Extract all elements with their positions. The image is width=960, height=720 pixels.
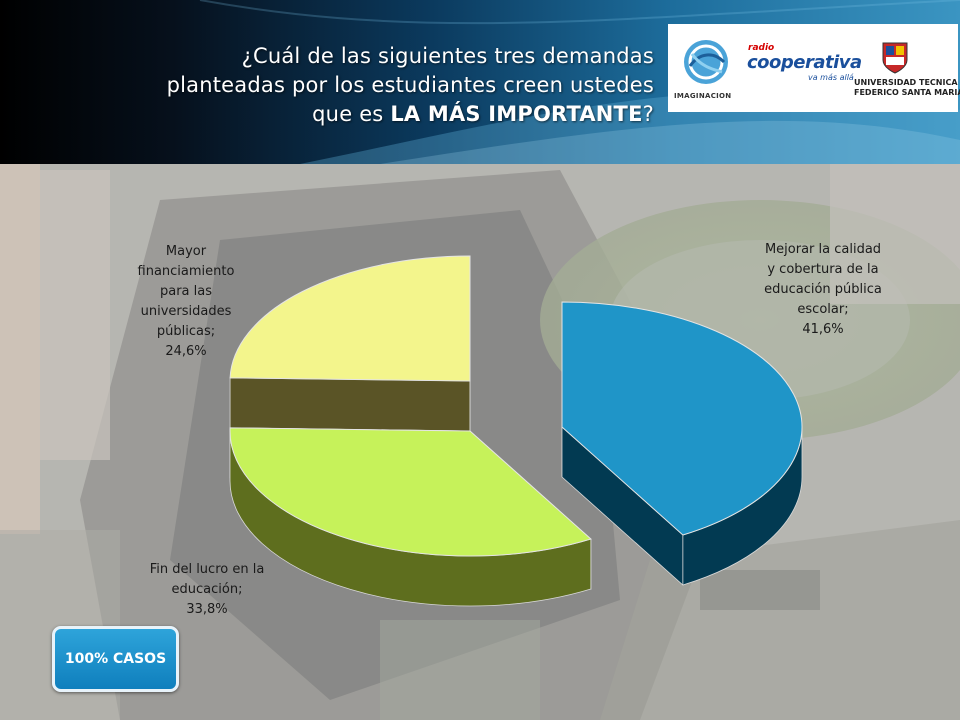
label-fin-lucro-value: 33,8% bbox=[186, 602, 228, 617]
question-title: ¿Cuál de las siguientes tres demandas pl… bbox=[74, 42, 654, 129]
cases-badge: 100% CASOS bbox=[52, 626, 179, 692]
cooperativa-tagline: va más allá bbox=[808, 73, 854, 82]
question-suffix: ? bbox=[642, 102, 654, 126]
cooperativa-logo-text: cooperativa bbox=[747, 52, 862, 73]
radio-logo-small-text: radio bbox=[748, 43, 775, 53]
label-fin-lucro-line-2: educación; bbox=[171, 582, 243, 597]
label-financiamiento-line-4: universidades bbox=[140, 304, 232, 319]
slice-financiamiento-side-start bbox=[229, 377, 471, 432]
label-financiamiento-line-2: financiamiento bbox=[137, 264, 235, 279]
question-line-3-prefix: que es bbox=[312, 102, 391, 126]
label-mejorar-line-2: y cobertura de la bbox=[767, 262, 879, 277]
imaginacion-logo-text: IMAGINACION bbox=[674, 92, 732, 100]
label-fin-lucro-line-1: Fin del lucro en la bbox=[149, 562, 265, 577]
question-line-2: planteadas por los estudiantes creen ust… bbox=[166, 73, 654, 97]
header-band: ¿Cuál de las siguientes tres demandas pl… bbox=[0, 0, 960, 164]
label-mejorar-line-3: educación pública bbox=[764, 282, 882, 297]
utfsm-logo-line-1: UNIVERSIDAD TECNICA bbox=[854, 78, 958, 87]
label-mejorar-line-1: Mejorar la calidad bbox=[764, 242, 882, 257]
question-line-1: ¿Cuál de las siguientes tres demandas bbox=[241, 44, 654, 68]
sponsor-logos: IMAGINACION radio cooperativa va más all… bbox=[668, 24, 960, 112]
question-emphasis: LA MÁS IMPORTANTE bbox=[390, 102, 643, 126]
label-mejorar: Mejorar la calidad y cobertura de la edu… bbox=[748, 240, 898, 340]
utfsm-logo-line-2: FEDERICO SANTA MARIA bbox=[854, 88, 960, 97]
label-financiamiento-line-5: públicas; bbox=[156, 324, 216, 339]
slice-mejorar-top bbox=[561, 301, 803, 536]
label-mejorar-line-4: escolar; bbox=[797, 302, 849, 317]
label-financiamiento: Mayor financiamiento para las universida… bbox=[116, 242, 256, 362]
utfsm-shield-icon bbox=[882, 42, 908, 74]
label-mejorar-value: 41,6% bbox=[802, 322, 844, 337]
label-financiamiento-line-1: Mayor bbox=[165, 244, 207, 259]
slice-fin-lucro-top bbox=[229, 427, 592, 557]
slice-financiamiento-top bbox=[229, 255, 471, 382]
label-financiamiento-value: 24,6% bbox=[165, 344, 207, 359]
label-financiamiento-line-3: para las bbox=[159, 284, 212, 299]
imaginacion-logo-icon bbox=[684, 40, 728, 84]
label-fin-lucro: Fin del lucro en la educación; 33,8% bbox=[132, 560, 282, 620]
